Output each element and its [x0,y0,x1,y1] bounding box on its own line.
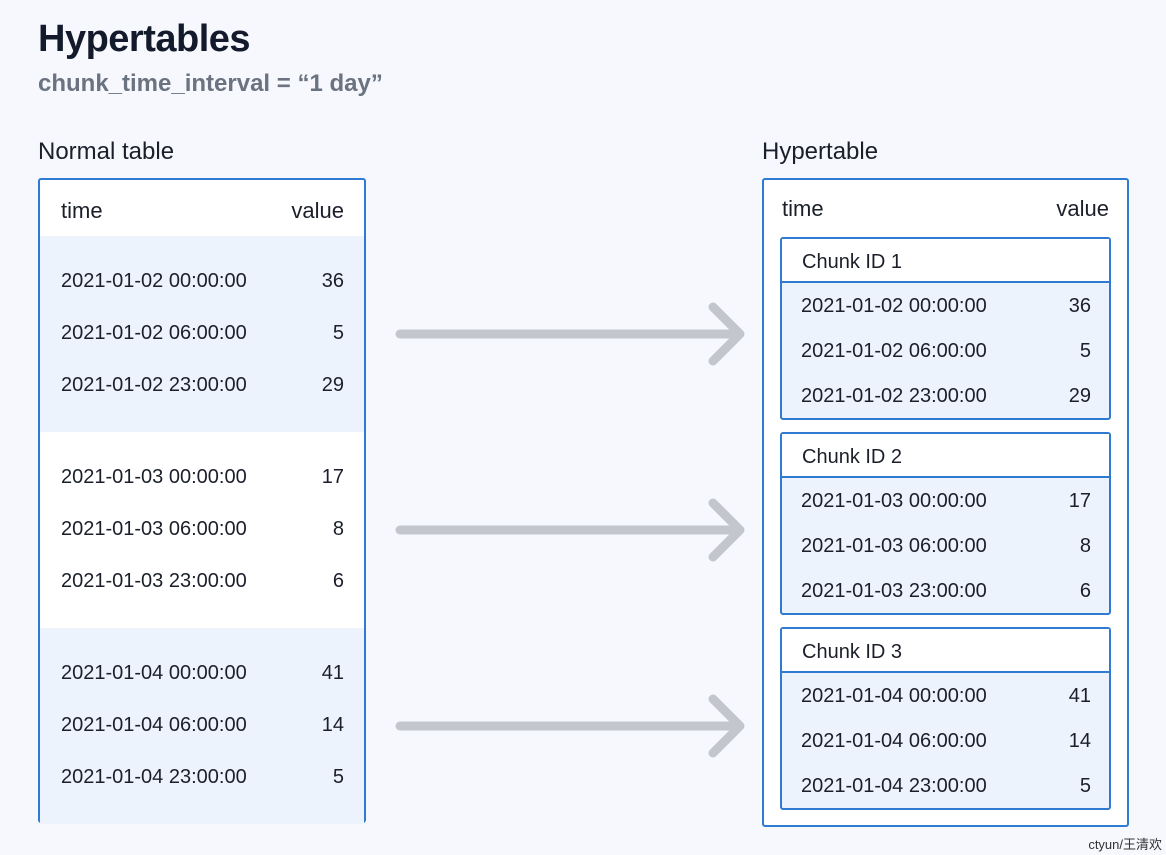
table-row: 2021-01-02 06:00:00 5 [40,308,364,360]
column-header-value: value [291,198,344,223]
chunk-header: Chunk ID 3 [782,629,1109,673]
row-value: 36 [1068,295,1091,317]
chunk-2: Chunk ID 2 2021-01-03 00:00:00 17 2021-0… [780,432,1111,615]
row-value: 5 [1079,775,1091,797]
page-subtitle: chunk_time_interval = “1 day” [38,70,383,97]
table-row: 2021-01-03 23:00:00 6 [782,568,1109,613]
table-row: 2021-01-02 23:00:00 29 [782,373,1109,418]
row-value: 17 [1068,490,1091,512]
column-header-time: time [782,196,824,221]
table-row: 2021-01-03 06:00:00 8 [40,504,364,556]
row-time: 2021-01-04 00:00:00 [801,685,987,707]
normal-table-label: Normal table [38,138,175,165]
row-time: 2021-01-02 06:00:00 [801,340,987,362]
table-row: 2021-01-03 00:00:00 17 [40,452,364,504]
row-time: 2021-01-03 00:00:00 [801,490,987,512]
row-value: 14 [321,714,344,736]
watermark-text: ctyun/王清欢 [1088,837,1162,852]
row-time: 2021-01-03 06:00:00 [61,518,247,540]
row-time: 2021-01-03 00:00:00 [61,466,247,488]
row-time: 2021-01-04 23:00:00 [61,766,247,788]
chunk-header: Chunk ID 1 [782,239,1109,283]
table-row: 2021-01-02 23:00:00 29 [40,360,364,412]
row-value: 8 [332,518,344,540]
row-value: 14 [1068,730,1091,752]
row-time: 2021-01-04 23:00:00 [801,775,987,797]
row-value: 5 [332,322,344,344]
arrow-day1 [395,302,745,366]
row-time: 2021-01-02 23:00:00 [61,374,247,396]
row-value: 8 [1079,535,1091,557]
row-time: 2021-01-03 23:00:00 [801,580,987,602]
chunk-name: Chunk ID 1 [802,251,903,273]
row-time: 2021-01-03 23:00:00 [61,570,247,592]
column-header-value: value [1056,196,1109,221]
hypertable: time value Chunk ID 1 2021-01-02 00:00:0… [762,178,1129,827]
table-row: 2021-01-02 00:00:00 36 [782,283,1109,328]
row-time: 2021-01-04 06:00:00 [801,730,987,752]
chunk-header: Chunk ID 2 [782,434,1109,478]
row-value: 17 [321,466,344,488]
row-time: 2021-01-02 23:00:00 [801,385,987,407]
row-value: 29 [321,374,344,396]
table-row: 2021-01-04 06:00:00 14 [40,700,364,752]
column-header-time: time [61,198,103,223]
normal-table-group-day3: 2021-01-04 00:00:00 41 2021-01-04 06:00:… [40,628,364,824]
table-row: 2021-01-04 23:00:00 5 [782,763,1109,808]
row-time: 2021-01-04 00:00:00 [61,662,247,684]
row-value: 6 [1079,580,1091,602]
row-time: 2021-01-02 00:00:00 [61,270,247,292]
chunk-name: Chunk ID 3 [802,641,903,663]
normal-table-header: time value [40,180,364,238]
page-title: Hypertables [38,18,251,60]
row-time: 2021-01-02 06:00:00 [61,322,247,344]
row-value: 41 [321,662,344,684]
table-row: 2021-01-04 06:00:00 14 [782,718,1109,763]
table-row: 2021-01-04 00:00:00 41 [40,648,364,700]
table-row: 2021-01-02 00:00:00 36 [40,256,364,308]
row-value: 5 [332,766,344,788]
row-value: 36 [321,270,344,292]
table-row: 2021-01-02 06:00:00 5 [782,328,1109,373]
table-row: 2021-01-03 23:00:00 6 [40,556,364,608]
table-row: 2021-01-03 06:00:00 8 [782,523,1109,568]
normal-table: time value 2021-01-02 00:00:00 36 2021-0… [38,178,366,824]
row-time: 2021-01-03 06:00:00 [801,535,987,557]
chunk-name: Chunk ID 2 [802,446,903,468]
row-value: 6 [332,570,344,592]
chunk-1: Chunk ID 1 2021-01-02 00:00:00 36 2021-0… [780,237,1111,420]
table-row: 2021-01-03 00:00:00 17 [782,478,1109,523]
row-time: 2021-01-02 00:00:00 [801,295,987,317]
normal-table-group-day2: 2021-01-03 00:00:00 17 2021-01-03 06:00:… [40,432,364,628]
normal-table-group-day1: 2021-01-02 00:00:00 36 2021-01-02 06:00:… [40,236,364,432]
row-time: 2021-01-04 06:00:00 [61,714,247,736]
chunk-3: Chunk ID 3 2021-01-04 00:00:00 41 2021-0… [780,627,1111,810]
row-value: 41 [1068,685,1091,707]
arrow-day3 [395,694,745,758]
row-value: 5 [1079,340,1091,362]
table-row: 2021-01-04 00:00:00 41 [782,673,1109,718]
hypertable-label: Hypertable [762,138,879,165]
table-row: 2021-01-04 23:00:00 5 [40,752,364,804]
row-value: 29 [1068,385,1091,407]
arrow-day2 [395,498,745,562]
